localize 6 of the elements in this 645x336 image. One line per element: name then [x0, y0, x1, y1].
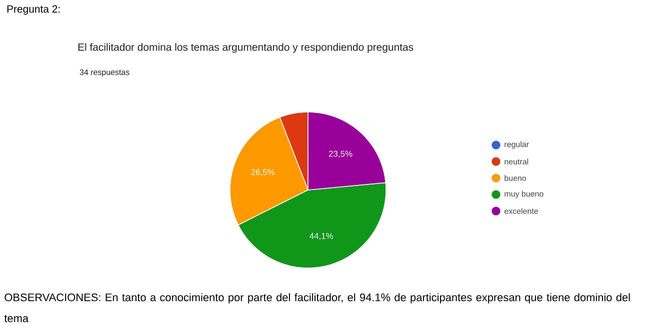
chart-title: El facilitador domina los temas argumentando y respondiendo preguntas [78, 43, 414, 53]
text: Pregunta 2: [7, 5, 60, 15]
text: OBSERVACIONES: En tanto a conocimiento por parte del facilitador, el 94.1% de participantes expresan que tiene dominio del tema [4, 293, 630, 322]
data-label: 26,5% [251, 169, 275, 176]
data-label: 44,1% [310, 233, 334, 240]
data-label: 23,5% [328, 150, 352, 158]
